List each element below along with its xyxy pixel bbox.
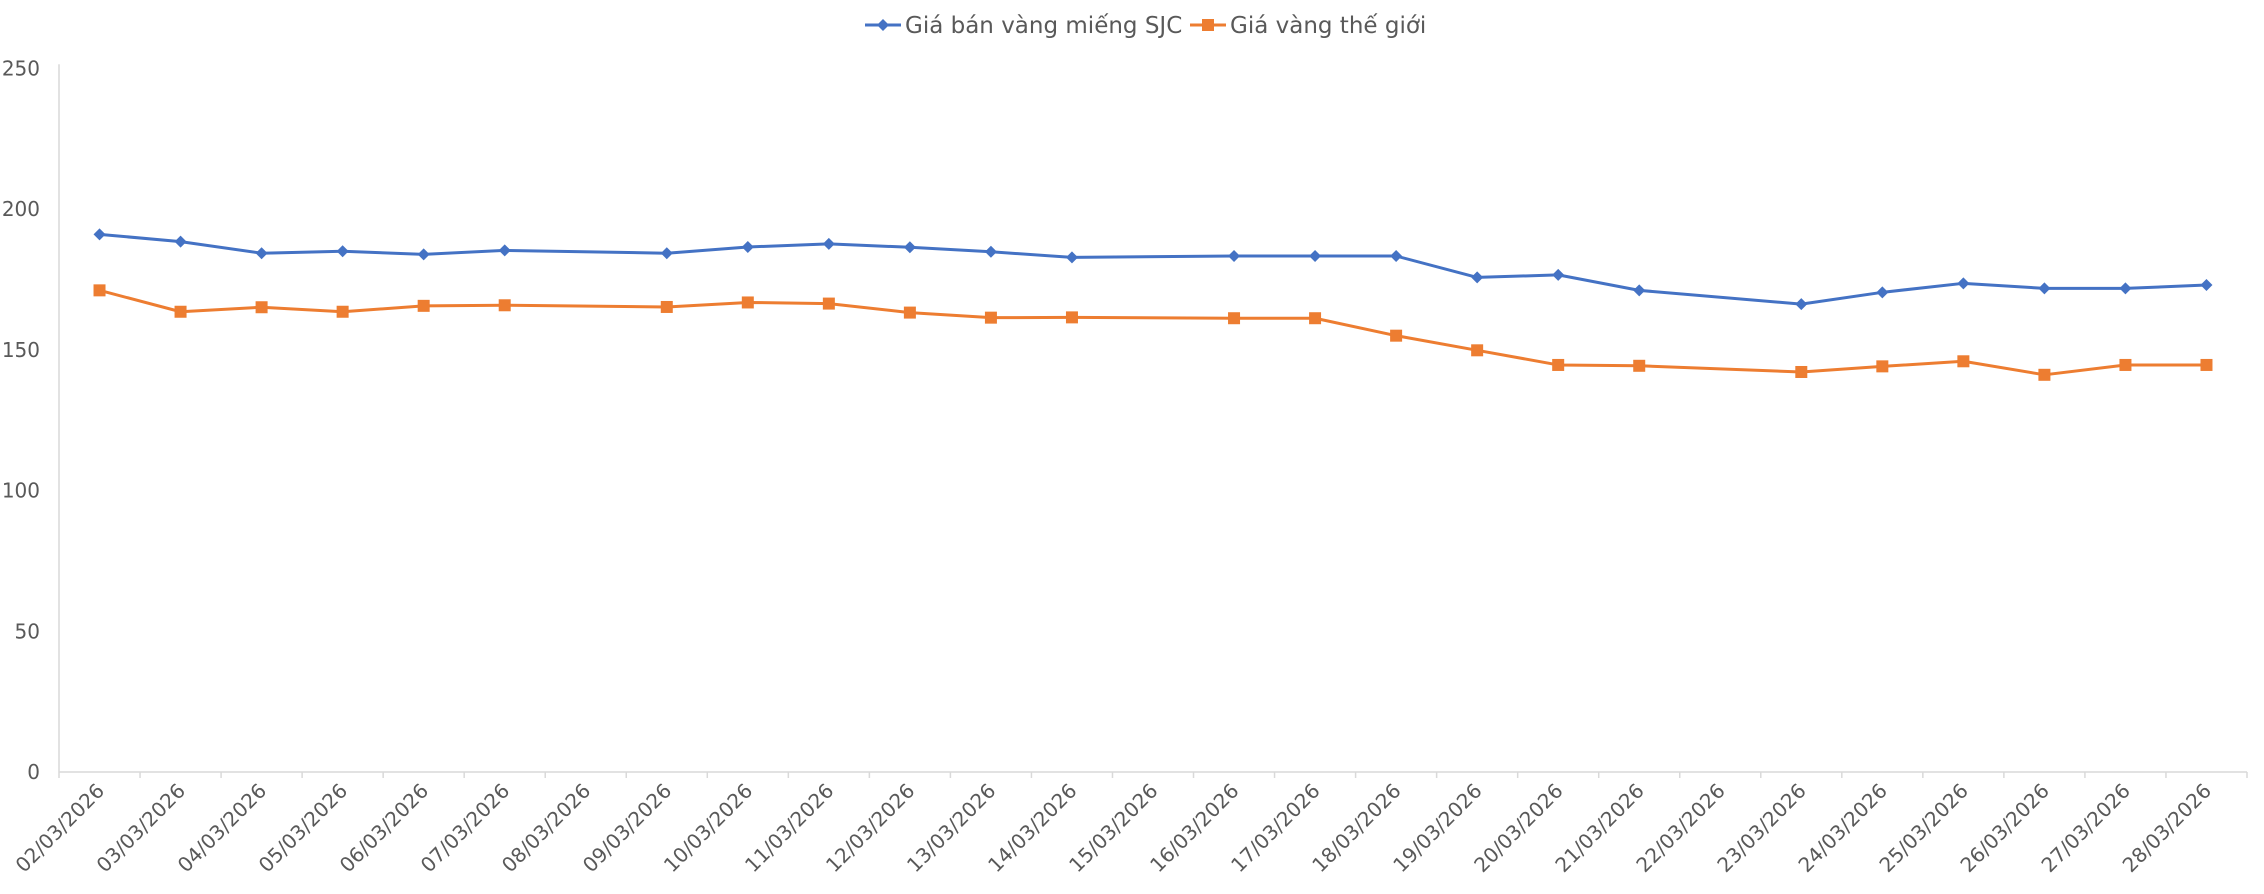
diamond-marker-icon xyxy=(984,245,997,258)
legend-item-2[interactable]: Giá vàng thế giới xyxy=(1190,13,1426,39)
diamond-marker-icon xyxy=(1228,250,1241,263)
diamond-marker-icon xyxy=(660,247,673,260)
series-line-1 xyxy=(99,232,2207,306)
square-marker-icon xyxy=(1471,344,1484,357)
diamond-marker-icon xyxy=(336,245,349,258)
legend-item-1[interactable]: Giá bán vàng miếng SJC xyxy=(865,13,1182,39)
y-tick-label: 50 xyxy=(15,619,40,643)
square-marker-icon xyxy=(2200,358,2213,371)
square-marker-icon xyxy=(903,306,916,319)
y-tick-label: 100 xyxy=(2,479,40,503)
square-marker-icon xyxy=(1228,312,1241,325)
square-marker-icon xyxy=(1202,19,1214,31)
square-marker-icon xyxy=(1795,365,1808,378)
diamond-marker-icon xyxy=(255,247,268,260)
diamond-marker-icon xyxy=(741,241,754,254)
square-marker-icon xyxy=(417,299,430,312)
square-marker-icon xyxy=(2038,368,2051,381)
square-marker-icon xyxy=(1309,312,1322,325)
x-axis: 02/03/202603/03/202604/03/202605/03/2026… xyxy=(11,771,2248,877)
square-marker-icon xyxy=(1390,329,1403,342)
diamond-marker-icon xyxy=(1633,284,1646,297)
legend: Giá bán vàng miếng SJC Giá vàng thế giới xyxy=(865,13,1426,39)
square-marker-icon xyxy=(93,284,106,297)
diamond-marker-icon xyxy=(1795,298,1808,311)
diamond-marker-icon xyxy=(498,244,511,257)
diamond-marker-icon xyxy=(2038,282,2051,295)
diamond-marker-icon xyxy=(1876,286,1889,299)
diamond-marker-icon xyxy=(1390,250,1403,263)
square-marker-icon xyxy=(984,311,997,324)
square-marker-icon xyxy=(1633,359,1646,372)
diamond-marker-icon xyxy=(1309,250,1322,263)
square-marker-icon xyxy=(1065,311,1078,324)
legend-label: Giá vàng thế giới xyxy=(1230,13,1426,39)
square-marker-icon xyxy=(822,297,835,310)
y-tick-label: 150 xyxy=(2,338,40,362)
series-line-2 xyxy=(99,288,2207,377)
y-tick-label: 0 xyxy=(27,760,40,784)
square-marker-icon xyxy=(2119,358,2132,371)
square-marker-icon xyxy=(336,305,349,318)
diamond-marker-icon xyxy=(1471,271,1484,284)
diamond-marker-icon xyxy=(822,237,835,250)
diamond-marker-icon xyxy=(1552,268,1565,281)
square-marker-icon xyxy=(660,300,673,313)
y-tick-label: 250 xyxy=(2,56,40,80)
legend-label: Giá bán vàng miếng SJC xyxy=(905,13,1182,39)
diamond-marker-icon xyxy=(417,248,430,261)
diamond-marker-icon xyxy=(2119,282,2132,295)
square-marker-icon xyxy=(174,305,187,318)
square-marker-icon xyxy=(1876,360,1889,373)
square-marker-icon xyxy=(1552,358,1565,371)
diamond-marker-icon xyxy=(1957,277,1970,290)
y-tick-label: 200 xyxy=(2,197,40,221)
square-marker-icon xyxy=(1957,355,1970,368)
diamond-marker-icon xyxy=(877,19,889,31)
square-marker-icon xyxy=(741,296,754,309)
square-marker-icon xyxy=(255,301,268,314)
diamond-marker-icon xyxy=(903,241,916,254)
diamond-marker-icon xyxy=(1065,251,1078,264)
square-marker-icon xyxy=(498,299,511,312)
plot-area xyxy=(93,228,2213,381)
diamond-marker-icon xyxy=(93,228,106,241)
diamond-marker-icon xyxy=(174,235,187,248)
diamond-marker-icon xyxy=(2200,279,2213,292)
y-axis: 0 50 100 150 200 250 xyxy=(2,56,60,784)
